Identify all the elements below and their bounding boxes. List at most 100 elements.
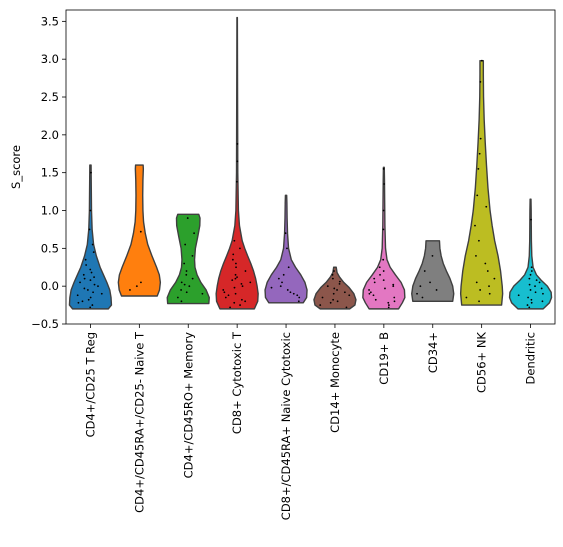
data-point — [474, 224, 476, 227]
violin-5 — [264, 194, 308, 304]
data-point — [85, 264, 88, 266]
data-point — [429, 281, 431, 284]
violin-8 — [411, 240, 455, 302]
data-point — [287, 266, 290, 269]
data-point — [296, 294, 299, 297]
data-point — [336, 300, 339, 303]
data-point — [336, 289, 338, 291]
x-tick-label: CD4+/CD45RA+/CD25- Naive T — [132, 331, 146, 513]
data-point — [338, 280, 341, 283]
data-point — [530, 270, 533, 272]
data-point — [90, 271, 93, 274]
data-point — [89, 209, 92, 212]
data-point — [374, 298, 377, 301]
data-point — [249, 281, 252, 284]
data-point — [326, 285, 329, 288]
data-point — [382, 228, 385, 231]
data-point — [89, 306, 92, 309]
data-point — [530, 266, 533, 269]
data-point — [232, 253, 235, 256]
data-point — [321, 296, 324, 299]
data-point — [382, 209, 385, 212]
data-point — [297, 300, 300, 303]
data-point — [419, 285, 422, 288]
data-point — [373, 277, 376, 280]
data-point — [286, 289, 289, 291]
data-point — [292, 292, 295, 295]
data-point — [180, 281, 183, 284]
data-point — [91, 243, 94, 246]
data-point — [488, 285, 490, 288]
data-point — [478, 239, 480, 242]
data-point — [191, 255, 194, 257]
data-point — [368, 289, 370, 291]
data-point — [475, 255, 477, 257]
data-point — [100, 292, 103, 295]
y-tick-label: 1.5 — [41, 166, 59, 180]
data-point — [279, 285, 282, 288]
data-point — [92, 291, 94, 294]
data-point — [478, 300, 480, 303]
data-point — [180, 300, 183, 303]
data-point — [235, 180, 238, 183]
data-point — [83, 287, 86, 290]
data-point — [476, 194, 479, 197]
data-point — [244, 270, 247, 272]
data-point — [79, 281, 81, 284]
data-point — [343, 291, 346, 294]
data-point — [338, 283, 341, 285]
data-point — [530, 218, 532, 221]
data-point — [180, 289, 182, 291]
data-point — [240, 283, 243, 285]
y-tick-label: 0.0 — [41, 279, 59, 293]
data-point — [82, 273, 85, 276]
data-point — [185, 273, 188, 276]
data-point — [139, 230, 142, 233]
data-point — [239, 247, 241, 250]
x-tick-label: CD14+ Monocyte — [328, 332, 342, 433]
data-point — [435, 289, 438, 291]
data-point — [234, 277, 237, 280]
y-tick-label: 3.0 — [41, 52, 59, 66]
data-point — [423, 270, 426, 272]
data-point — [373, 281, 376, 284]
data-point — [289, 291, 292, 294]
data-point — [88, 228, 91, 231]
data-point — [528, 306, 531, 309]
x-tick-label: CD4+/CD25 T Reg — [83, 332, 97, 437]
violin-7 — [362, 166, 406, 310]
data-point — [478, 152, 481, 155]
data-point — [234, 292, 237, 295]
points-group — [76, 59, 544, 309]
data-point — [416, 292, 418, 295]
data-point — [542, 292, 544, 295]
x-tick-label: CD8+ Cytotoxic T — [230, 331, 244, 434]
data-point — [382, 167, 385, 170]
data-point — [140, 281, 142, 284]
data-point — [488, 292, 491, 295]
y-tick-label: 2.5 — [41, 90, 59, 104]
data-point — [421, 296, 424, 299]
data-point — [329, 301, 332, 304]
data-point — [431, 255, 434, 257]
data-point — [486, 270, 489, 272]
y-tick-label: −0.5 — [31, 317, 59, 331]
data-point — [89, 279, 92, 282]
data-point — [526, 304, 529, 306]
data-point — [392, 283, 395, 286]
data-point — [383, 183, 386, 185]
data-point — [229, 306, 231, 309]
data-point — [331, 273, 334, 276]
data-point — [485, 205, 488, 208]
x-tick-label: CD4+/CD45RO+ Memory — [181, 332, 195, 479]
data-point — [530, 298, 533, 301]
data-point — [387, 306, 390, 309]
y-tick-label: 3.5 — [41, 14, 59, 28]
data-point — [233, 301, 236, 304]
data-point — [479, 289, 482, 291]
data-point — [241, 285, 244, 288]
data-point — [188, 285, 191, 288]
data-point — [319, 304, 322, 306]
data-point — [534, 285, 536, 288]
data-point — [382, 279, 385, 282]
